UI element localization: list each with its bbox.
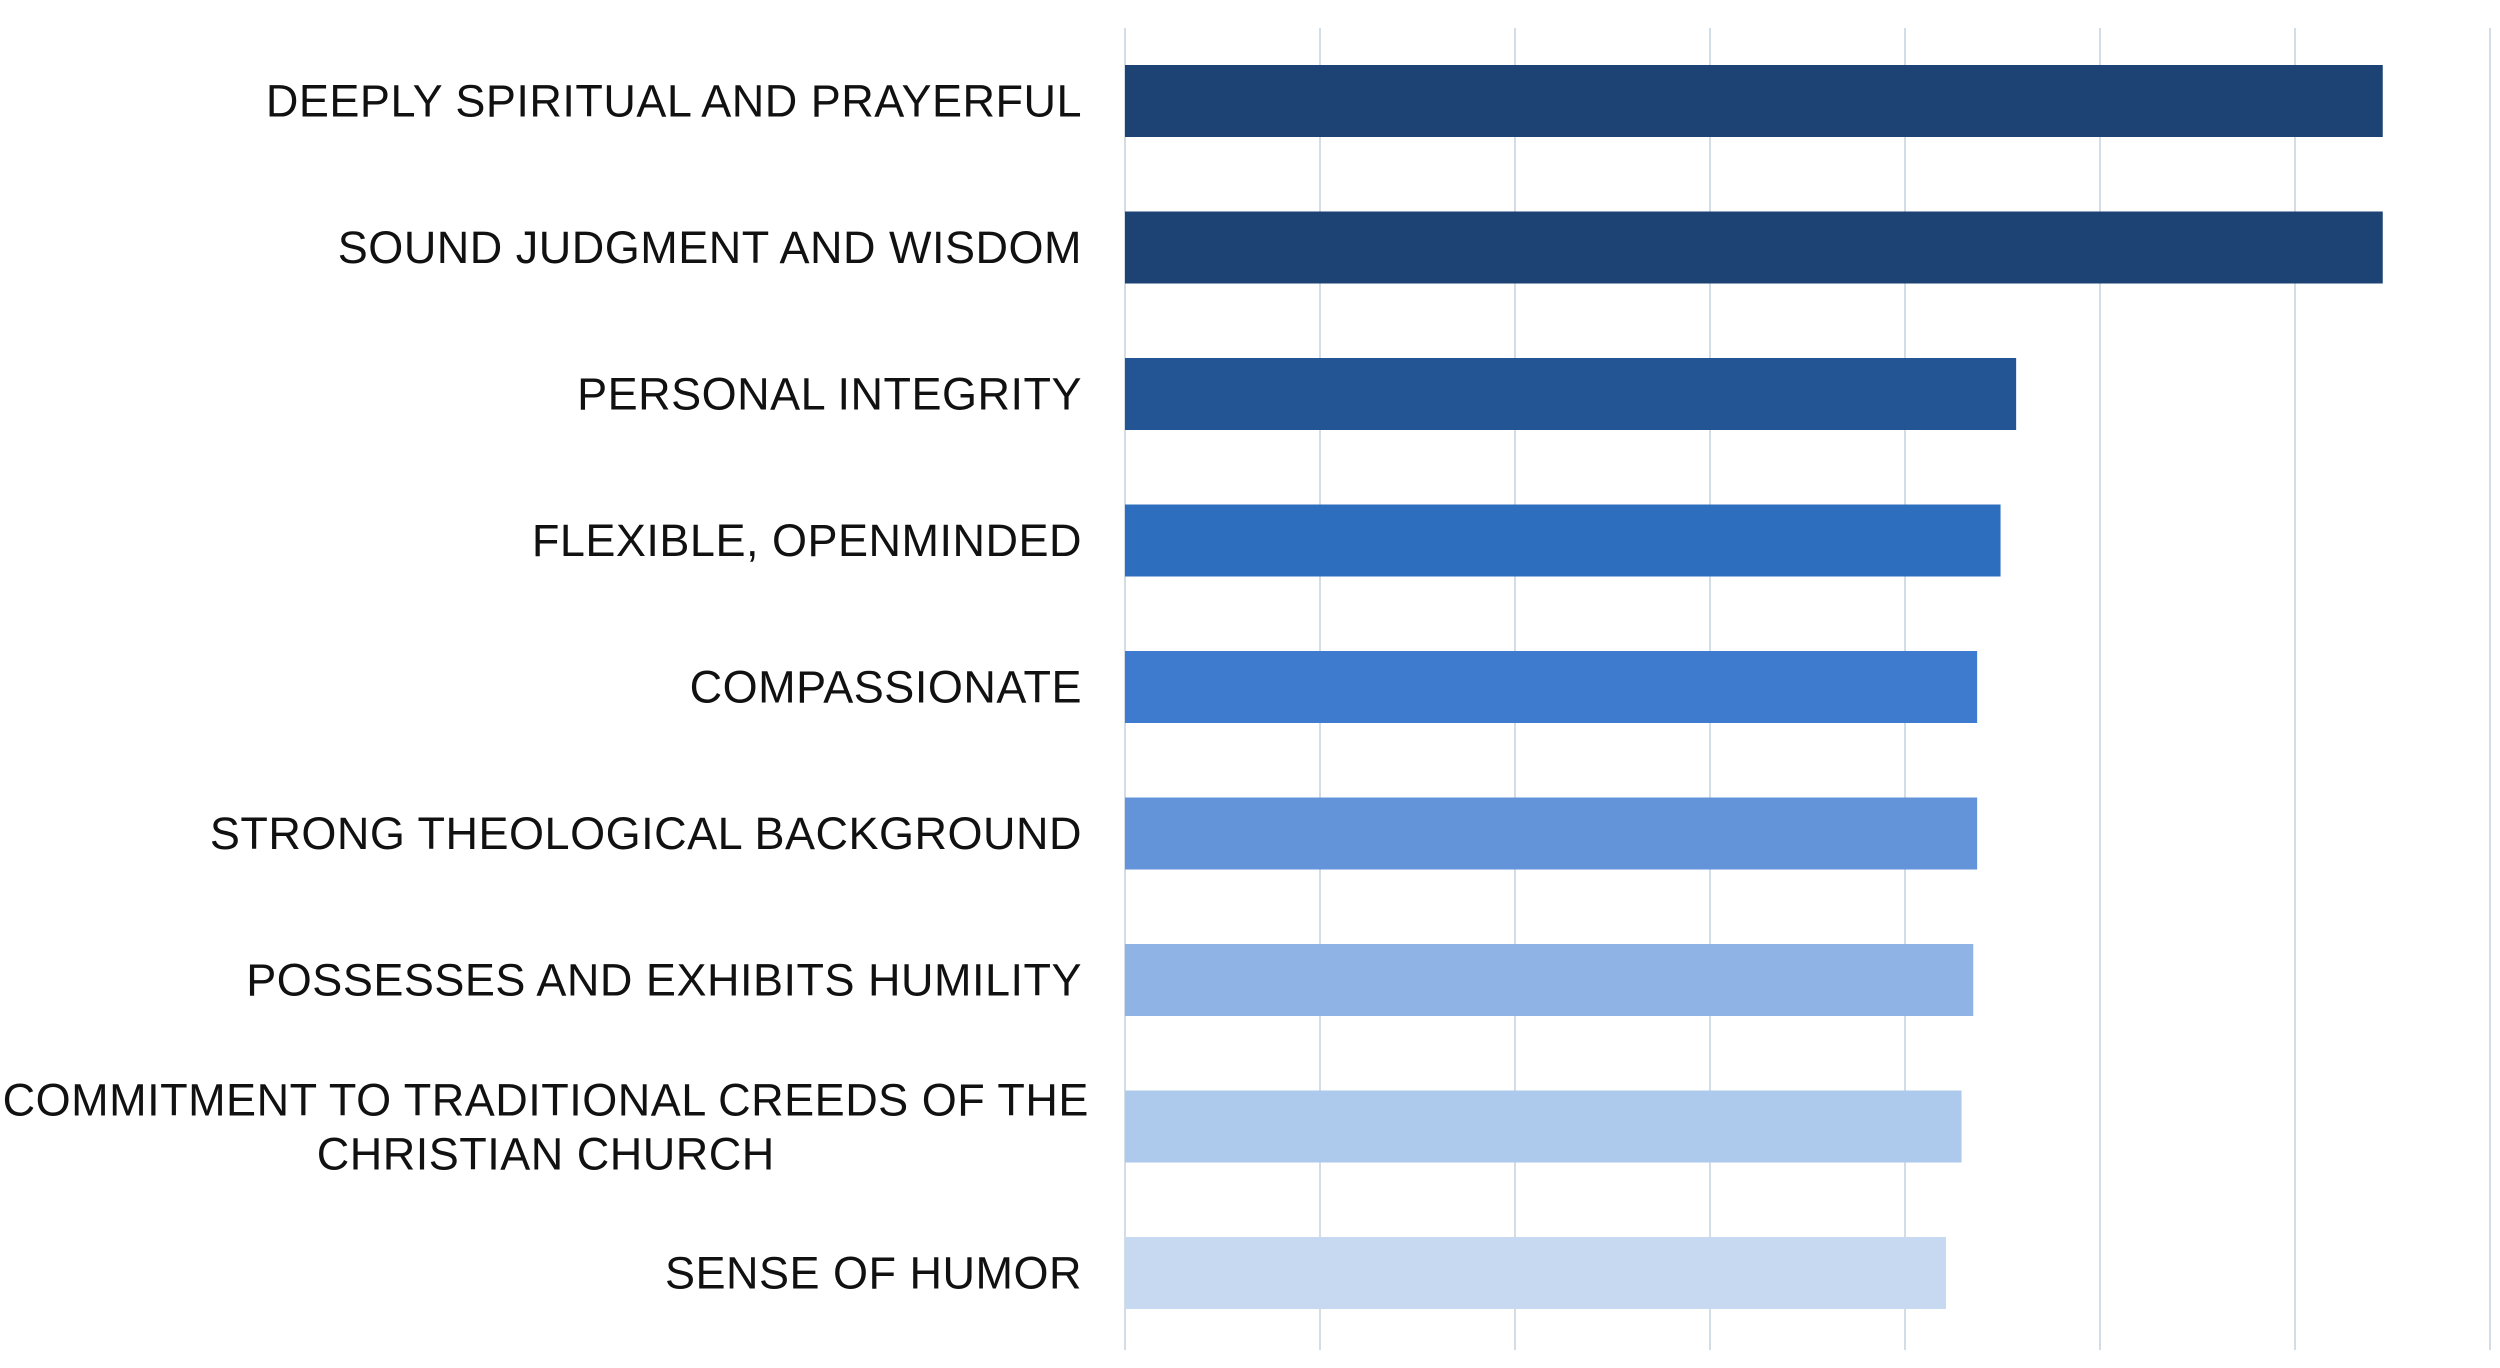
category-label-8: COMMITMENT TO TRADITIONAL CREEDS OF THE C… — [3, 1074, 1089, 1179]
category-label-line: COMMITMENT TO TRADITIONAL CREEDS OF THE — [3, 1074, 1089, 1125]
bar-2 — [1125, 211, 2383, 284]
bar-7 — [1125, 944, 1974, 1016]
bar-9 — [1125, 1237, 1946, 1309]
category-label-7: POSSESSES AND EXHIBITS HUMILITY — [246, 955, 1082, 1006]
bar-3 — [1125, 358, 2017, 430]
category-label-4: FLEXIBLE, OPENMINDED — [532, 515, 1082, 566]
bar-8 — [1125, 1090, 1962, 1163]
category-label-line: CHRISTIAN CHURCH — [317, 1128, 775, 1179]
bar-5 — [1125, 651, 1978, 723]
bar-4 — [1125, 504, 2001, 577]
bar-6 — [1125, 797, 1978, 870]
category-label-6: STRONG THEOLOGICAL BACKGROUND — [210, 808, 1082, 859]
bars — [1125, 65, 2383, 1309]
category-label-5: COMPASSIONATE — [690, 662, 1082, 713]
category-label-2: SOUND JUDGMENT AND WISDOM — [338, 222, 1082, 273]
category-label-9: SENSE OF HUMOR — [665, 1248, 1082, 1299]
category-label-3: PERSONAL INTEGRITY — [577, 369, 1082, 420]
category-label-1: DEEPLY SPIRITUAL AND PRAYERFUL — [266, 76, 1082, 127]
bar-1 — [1125, 65, 2383, 137]
category-labels: DEEPLY SPIRITUAL AND PRAYERFUL SOUND JUDG… — [3, 76, 1089, 1299]
